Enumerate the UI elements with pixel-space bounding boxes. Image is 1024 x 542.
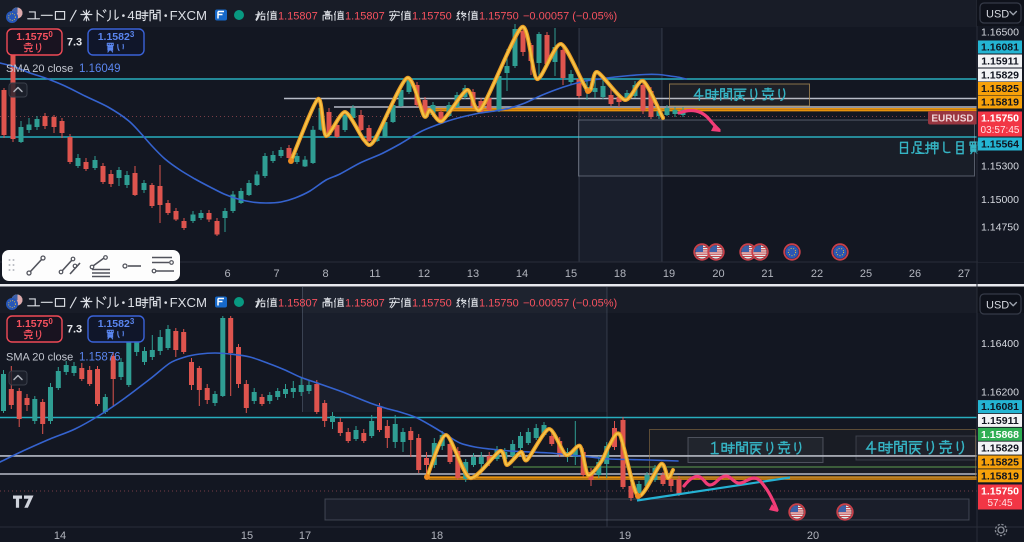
svg-text:1.16081: 1.16081	[981, 42, 1019, 54]
svg-text:1.15876: 1.15876	[79, 352, 121, 364]
svg-text:11: 11	[369, 268, 380, 280]
svg-text:1.16081: 1.16081	[981, 401, 1019, 413]
svg-text:15: 15	[565, 268, 577, 280]
svg-text:17: 17	[299, 530, 311, 542]
svg-text:1.15807: 1.15807	[278, 298, 318, 310]
svg-text:1.14750: 1.14750	[981, 222, 1019, 234]
svg-text:57:45: 57:45	[987, 498, 1012, 509]
svg-text:12: 12	[418, 268, 430, 280]
svg-text:1.15000: 1.15000	[981, 194, 1019, 206]
svg-text:1.15825: 1.15825	[981, 83, 1019, 95]
svg-text:4: 4	[127, 8, 134, 23]
svg-text:−0.00057 (−0.05%): −0.00057 (−0.05%)	[523, 298, 617, 310]
svg-text:1.15750: 1.15750	[16, 30, 53, 43]
svg-text:1.16400: 1.16400	[981, 338, 1019, 350]
svg-text:03:57:45: 03:57:45	[981, 125, 1020, 136]
svg-text:1.15819: 1.15819	[981, 470, 1019, 482]
svg-text:SMA 20 close: SMA 20 close	[6, 63, 73, 75]
svg-text:1.16049: 1.16049	[79, 63, 121, 75]
svg-text:1.15807: 1.15807	[278, 11, 318, 23]
svg-text:19: 19	[663, 268, 675, 280]
svg-text:1.15823: 1.15823	[98, 317, 135, 330]
svg-text:1.15750: 1.15750	[16, 317, 53, 330]
svg-text:1.15868: 1.15868	[981, 429, 1019, 441]
svg-text:USD: USD	[986, 300, 1009, 312]
svg-text:1.15750: 1.15750	[479, 11, 519, 23]
svg-text:20: 20	[712, 268, 724, 280]
svg-text:7.3: 7.3	[67, 324, 82, 336]
svg-text:1: 1	[127, 295, 134, 310]
svg-text:1.15829: 1.15829	[981, 70, 1019, 82]
svg-text:1.15911: 1.15911	[981, 56, 1019, 68]
svg-text:14: 14	[516, 268, 528, 280]
svg-text:7.3: 7.3	[67, 37, 82, 49]
svg-text:1.15564: 1.15564	[981, 139, 1019, 151]
svg-text:1.16200: 1.16200	[981, 386, 1019, 398]
svg-text:8: 8	[322, 268, 328, 280]
svg-text:1.15750: 1.15750	[981, 113, 1019, 125]
svg-text:FXCM: FXCM	[170, 295, 207, 310]
svg-text:1.16500: 1.16500	[981, 27, 1019, 39]
svg-text:EURUSD: EURUSD	[931, 114, 973, 125]
svg-text:15: 15	[241, 530, 253, 542]
svg-text:22: 22	[811, 268, 823, 280]
svg-text:1.15750: 1.15750	[412, 298, 452, 310]
svg-text:1.15807: 1.15807	[345, 298, 385, 310]
svg-text:6: 6	[224, 268, 230, 280]
svg-text:27: 27	[958, 268, 970, 280]
svg-text:1.15825: 1.15825	[981, 457, 1019, 469]
svg-text:21: 21	[761, 268, 773, 280]
svg-text:FXCM: FXCM	[170, 8, 207, 23]
svg-text:13: 13	[467, 268, 479, 280]
svg-text:18: 18	[431, 530, 443, 542]
svg-text:18: 18	[614, 268, 626, 280]
svg-text:1.15807: 1.15807	[345, 11, 385, 23]
svg-text:1.15750: 1.15750	[479, 298, 519, 310]
svg-text:14: 14	[54, 530, 66, 542]
svg-text:1.15911: 1.15911	[981, 415, 1019, 427]
svg-text:20: 20	[807, 530, 819, 542]
svg-text:−0.00057 (−0.05%): −0.00057 (−0.05%)	[523, 11, 617, 23]
svg-text:19: 19	[619, 530, 631, 542]
svg-text:1.15819: 1.15819	[981, 97, 1019, 109]
svg-text:1.15829: 1.15829	[981, 443, 1019, 455]
svg-text:SMA 20 close: SMA 20 close	[6, 352, 73, 364]
svg-text:7: 7	[273, 268, 279, 280]
svg-text:25: 25	[860, 268, 872, 280]
svg-text:USD: USD	[986, 9, 1009, 21]
svg-text:26: 26	[909, 268, 921, 280]
svg-text:1.15750: 1.15750	[412, 11, 452, 23]
svg-text:1.15823: 1.15823	[98, 30, 135, 43]
svg-text:1.15300: 1.15300	[981, 161, 1019, 173]
svg-text:1.15750: 1.15750	[981, 486, 1019, 498]
